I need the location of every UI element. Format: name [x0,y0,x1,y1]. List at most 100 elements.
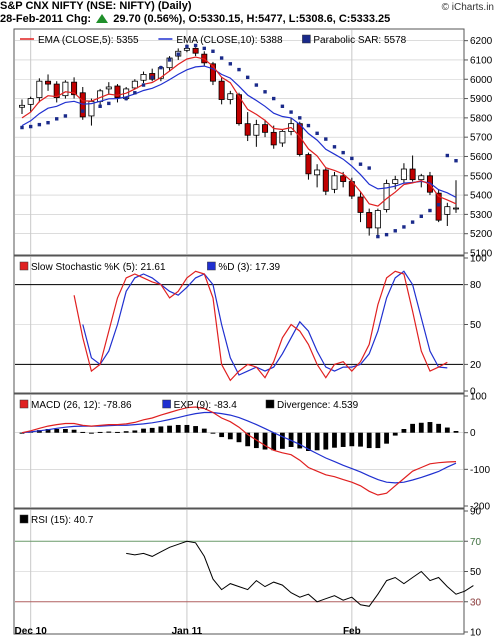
sar-point [350,156,354,161]
legend-label: %D (3): 17.39 [218,262,280,273]
candle-up [18,104,25,108]
stoch-d-line [82,270,448,376]
sar-point [219,56,224,60]
legend-swatch [302,34,311,44]
x-tick-label: Feb [343,626,361,637]
y-tick-label: 80 [470,280,482,291]
brand-label: © iCharts.in [441,2,494,13]
legend-swatch [19,514,29,524]
candle-down [357,196,364,213]
macd-hist-bar [314,432,320,451]
y-tick-label: -200 [470,502,490,513]
legend-swatch [19,261,29,271]
sar-point [20,125,24,130]
legend-label: RSI (15): 40.7 [31,515,94,526]
candle-down [71,81,78,96]
sar-point [245,75,250,80]
macd-hist-bar [236,432,242,443]
macd-hist-bar [106,431,112,433]
sar-point [98,104,102,108]
y-tick-label: 10 [470,628,482,639]
macd-hist-bar [358,432,363,447]
chart-title-bar: S&P CNX NIFTY (NSE: NIFTY) (Daily) © iCh… [0,0,500,14]
sar-point [436,203,441,207]
macd-hist-bar [193,426,198,433]
macd-hist-bar [45,429,51,433]
candle-down [322,169,329,192]
sar-point [367,166,371,170]
candle-up [97,90,104,102]
y-tick-label: 6000 [470,75,493,86]
candle-down [270,131,277,146]
sar-point [410,220,415,224]
quote-ohlc: , O:5330.15, H:5477, L:5308.6, C:5333.25 [182,13,391,25]
candle-down [192,47,199,54]
candle-up [392,179,399,184]
sar-point [211,49,215,53]
y-tick-label: -100 [470,465,490,476]
legend-swatch [207,261,216,271]
sar-point [237,67,241,72]
candle-up [227,93,234,100]
macd-hist-bar [158,426,164,433]
macd-hist-bar [306,432,311,451]
sar-point [376,234,380,239]
macd-hist-bar [392,432,398,436]
candle-down [235,94,242,125]
sar-point [263,90,267,94]
legend-label: Divergence: 4.539 [277,400,359,411]
macd-hist-bar [149,427,155,433]
sar-point [332,145,337,149]
quote-change: 29.70 (0.56%) [113,13,183,25]
macd-hist-bar [410,423,415,433]
sar-point [419,214,423,219]
panel-frame-2 [13,393,465,509]
y-tick-label: 5800 [470,113,493,124]
sar-point [272,96,276,101]
sar-point [107,101,111,106]
sar-point [454,159,458,163]
sar-point [254,83,259,87]
sar-point [159,65,163,70]
macd-hist-bar [245,432,251,447]
y-tick-label: 5300 [470,210,493,221]
macd-hist-bar [123,431,129,433]
macd-hist-bar [89,432,94,434]
rsi-line [126,540,474,607]
candle-up [444,206,451,215]
macd-hist-bar [71,429,77,433]
macd-hist-bar [427,422,433,433]
sar-point [133,91,137,95]
stoch-k-line [73,270,448,382]
y-tick-label: 50 [470,567,482,578]
legend-swatch [162,399,171,409]
candle-down [305,154,312,175]
sar-point [402,225,406,229]
candle-up [183,47,190,51]
sar-point [289,110,293,114]
sar-point [306,123,311,128]
sar-point [315,131,319,136]
sar-point [324,137,328,141]
y-tick-label: 5700 [470,133,493,144]
candle-down [209,63,216,82]
y-tick-label: 30 [470,597,482,608]
sar-point [141,83,146,87]
candle-up [452,207,459,210]
panel-frame-0 [13,28,465,256]
macd-hist-bar [141,428,146,433]
macd-hist-bar [201,428,207,433]
sar-point [341,150,345,155]
macd-hist-bar [340,432,346,447]
sar-point [176,52,180,56]
y-tick-label: 5500 [470,171,493,182]
candle-down [53,83,60,99]
candle-up [418,175,425,181]
sar-point [55,117,59,121]
macd-hist-bar [219,432,225,438]
candle-up [62,81,69,97]
sar-point [298,116,302,120]
candle-up [400,168,407,181]
macd-hist-bar [115,431,120,433]
macd-hist-bar [175,424,181,433]
